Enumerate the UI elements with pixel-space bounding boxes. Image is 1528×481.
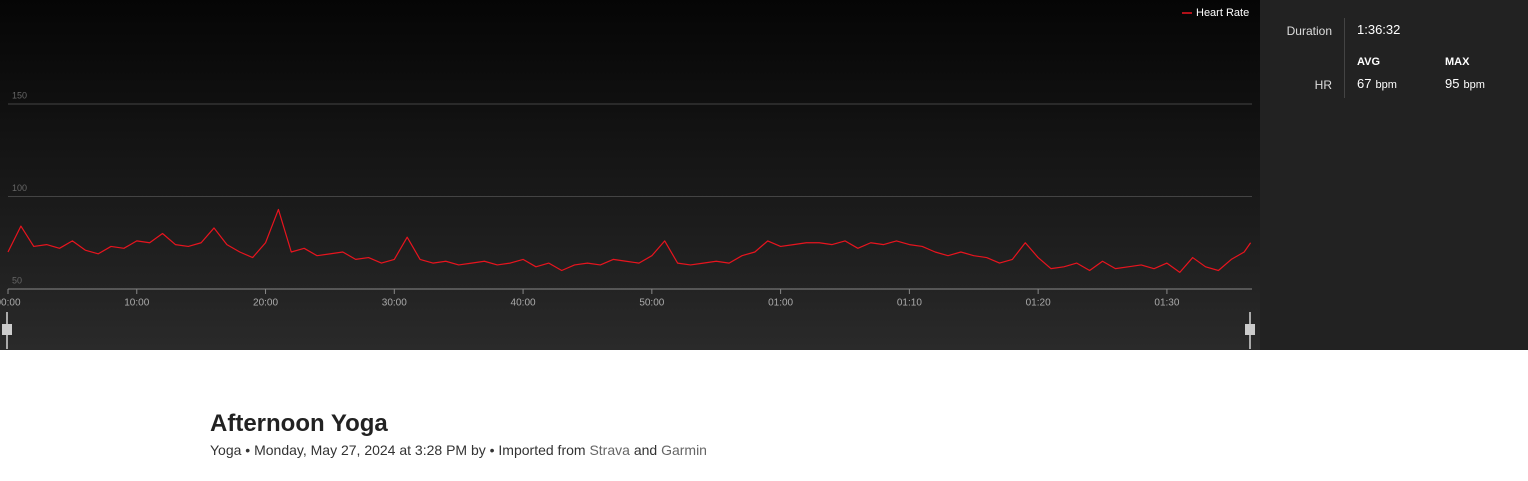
meta-text: and (633, 442, 658, 458)
range-handle-grip[interactable] (1245, 324, 1255, 335)
x-tick-label: 20:00 (253, 298, 278, 309)
x-tick-label: 01:20 (1026, 298, 1051, 309)
x-tick-label: 40:00 (511, 298, 536, 309)
x-tick-label: 01:10 (897, 298, 922, 309)
x-tick-label: 50:00 (639, 298, 664, 309)
chart: 50 100 150 00:00 10:00 20:00 30:00 40:00 50:00 01… (0, 0, 1260, 350)
unit: bpm (1375, 79, 1397, 91)
stat-header: MAX (1445, 56, 1470, 68)
x-tick-label: 01:00 (768, 298, 793, 309)
activity-title: Afternoon Yoga (210, 410, 388, 437)
activity-meta: Yoga • Monday, May 27, 2024 at 3:28 PM b… (210, 442, 707, 458)
y-tick-label: 100 (12, 183, 27, 193)
max-value: 95 (1445, 76, 1460, 91)
y-tick-label: 50 (12, 275, 22, 285)
x-tick-label: 10:00 (124, 298, 149, 309)
stat-header: AVG (1357, 56, 1381, 68)
x-tick-label: 01:30 (1154, 298, 1179, 309)
stat-value: 95 bpm (1445, 76, 1485, 91)
avg-value: 67 (1357, 76, 1372, 91)
meta-text: Yoga • Monday, May 27, 2024 at 3:28 PM b… (210, 442, 586, 458)
x-tick-label: 00:00 (0, 298, 21, 309)
unit: bpm (1463, 79, 1485, 91)
stat-label: Duration (1286, 24, 1332, 38)
range-handle-grip[interactable] (2, 324, 12, 335)
stat-value: 1:36:32 (1357, 22, 1401, 37)
stats-panel: Duration 1:36:32 AVG MAX HR 67 bpm 95 bpm (1260, 0, 1528, 350)
legend-label: Heart Rate (1196, 7, 1249, 19)
source-link[interactable]: Garmin (661, 442, 707, 458)
stat-value: 67 bpm (1357, 76, 1397, 91)
y-tick-label: 150 (12, 90, 27, 100)
x-tick-label: 30:00 (382, 298, 407, 309)
stat-label: HR (1314, 78, 1332, 92)
source-link[interactable]: Strava (589, 442, 630, 458)
activity-info: Afternoon Yoga Yoga • Monday, May 27, 20… (210, 410, 707, 458)
divider (1344, 18, 1345, 98)
chart-panel: 50 100 150 00:00 10:00 20:00 30:00 40:00 50:00 01… (0, 0, 1528, 350)
heart-rate-line (7, 208, 1252, 273)
chart-background (0, 0, 1260, 350)
